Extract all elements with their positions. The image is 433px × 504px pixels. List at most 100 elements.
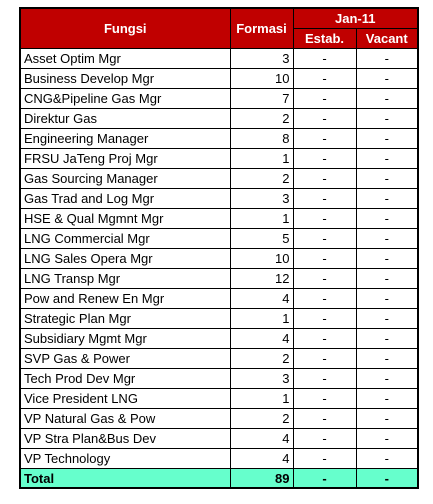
table-row: FRSU JaTeng Proj Mgr 1- - (19, 148, 419, 169)
cell-vacant: - (355, 408, 419, 429)
cell-vacant: - (355, 68, 419, 89)
header-vacant: Vacant (355, 28, 419, 49)
cell-formasi: 4 (229, 288, 294, 309)
cell-estab: - (292, 288, 357, 309)
table-row: VP Natural Gas & Pow 2- - (19, 408, 419, 429)
table-row: VP Technology 4- - (19, 448, 419, 469)
cell-vacant: - (355, 288, 419, 309)
cell-formasi: 10 (229, 68, 294, 89)
cell-estab: - (292, 48, 357, 69)
table-row: Engineering Manager 8- - (19, 128, 419, 149)
cell-formasi: 3 (229, 48, 294, 69)
cell-formasi: 3 (229, 188, 294, 209)
cell-formasi: 10 (229, 248, 294, 269)
cell-estab: - (292, 88, 357, 109)
table-row: Business Develop Mgr 10- - (19, 68, 419, 89)
cell-vacant: - (355, 228, 419, 249)
cell-fungsi: CNG&Pipeline Gas Mgr (19, 88, 231, 109)
header-formasi: Formasi (229, 7, 294, 49)
table-row: Tech Prod Dev Mgr 3- - (19, 368, 419, 389)
total-label: Total (19, 468, 231, 489)
cell-estab: - (292, 208, 357, 229)
cell-estab: - (292, 268, 357, 289)
cell-vacant: - (355, 248, 419, 269)
cell-estab: - (292, 68, 357, 89)
cell-fungsi: LNG Commercial Mgr (19, 228, 231, 249)
table-row: Asset Optim Mgr 3- - (19, 48, 419, 69)
cell-fungsi: Asset Optim Mgr (19, 48, 231, 69)
cell-vacant: - (355, 128, 419, 149)
table-row: LNG Commercial Mgr 5- - (19, 228, 419, 249)
table-row: Direktur Gas 2- - (19, 108, 419, 129)
table-row: SVP Gas & Power 2- - (19, 348, 419, 369)
cell-vacant: - (355, 168, 419, 189)
table-row: Strategic Plan Mgr 1- - (19, 308, 419, 329)
cell-estab: - (292, 328, 357, 349)
cell-estab: - (292, 108, 357, 129)
cell-estab: - (292, 128, 357, 149)
header-row-bottom: Estab. Vacant (20, 28, 419, 49)
cell-vacant: - (355, 208, 419, 229)
cell-vacant: - (355, 48, 419, 69)
cell-vacant: - (355, 448, 419, 469)
cell-estab: - (292, 368, 357, 389)
cell-formasi: 4 (229, 448, 294, 469)
cell-estab: - (292, 188, 357, 209)
cell-estab: - (292, 248, 357, 269)
cell-fungsi: Strategic Plan Mgr (19, 308, 231, 329)
cell-formasi: 5 (229, 228, 294, 249)
cell-estab: - (292, 168, 357, 189)
cell-formasi: 2 (229, 108, 294, 129)
table-row: HSE & Qual Mgmnt Mgr 1- - (19, 208, 419, 229)
table-row: Vice President LNG 1- - (19, 388, 419, 409)
cell-formasi: 2 (229, 348, 294, 369)
cell-formasi: 7 (229, 88, 294, 109)
table-row: VP Stra Plan&Bus Dev 4- - (19, 428, 419, 449)
formasi-table: Fungsi Formasi Jan-11 Estab. Vacant Asse… (19, 7, 419, 489)
cell-fungsi: Direktur Gas (19, 108, 231, 129)
cell-estab: - (292, 448, 357, 469)
cell-formasi: 1 (229, 208, 294, 229)
cell-vacant: - (355, 108, 419, 129)
cell-fungsi: Vice President LNG (19, 388, 231, 409)
header-row-top: Fungsi Formasi Jan-11 (19, 7, 419, 49)
header-fungsi: Fungsi (19, 7, 231, 49)
header-period: Jan-11 (292, 7, 419, 29)
cell-vacant: - (355, 188, 419, 209)
cell-estab: - (292, 428, 357, 449)
cell-fungsi: Engineering Manager (19, 128, 231, 149)
cell-formasi: 1 (229, 148, 294, 169)
cell-formasi: 4 (229, 428, 294, 449)
cell-vacant: - (355, 328, 419, 349)
cell-formasi: 8 (229, 128, 294, 149)
cell-vacant: - (355, 148, 419, 169)
total-estab: - (292, 468, 357, 489)
total-vacant: - (355, 468, 419, 489)
cell-formasi: 2 (229, 408, 294, 429)
cell-fungsi: SVP Gas & Power (19, 348, 231, 369)
formasi-table-sheet: Fungsi Formasi Jan-11 Estab. Vacant Asse… (19, 7, 419, 489)
cell-fungsi: HSE & Qual Mgmnt Mgr (19, 208, 231, 229)
table-row: Pow and Renew En Mgr 4- - (19, 288, 419, 309)
total-row: Total 89 - - (19, 468, 419, 489)
cell-fungsi: Pow and Renew En Mgr (19, 288, 231, 309)
cell-vacant: - (355, 348, 419, 369)
table-row: Subsidiary Mgmt Mgr 4- - (19, 328, 419, 349)
table-row: LNG Sales Opera Mgr 10- - (19, 248, 419, 269)
cell-formasi: 3 (229, 368, 294, 389)
cell-fungsi: VP Natural Gas & Pow (19, 408, 231, 429)
cell-formasi: 1 (229, 308, 294, 329)
cell-vacant: - (355, 268, 419, 289)
cell-estab: - (292, 348, 357, 369)
cell-formasi: 4 (229, 328, 294, 349)
cell-estab: - (292, 308, 357, 329)
cell-fungsi: VP Technology (19, 448, 231, 469)
cell-vacant: - (355, 388, 419, 409)
cell-fungsi: Gas Sourcing Manager (19, 168, 231, 189)
table-row: LNG Transp Mgr 12- - (19, 268, 419, 289)
header-estab: Estab. (292, 28, 357, 49)
cell-formasi: 12 (229, 268, 294, 289)
cell-fungsi: Gas Trad and Log Mgr (19, 188, 231, 209)
cell-vacant: - (355, 368, 419, 389)
cell-estab: - (292, 388, 357, 409)
